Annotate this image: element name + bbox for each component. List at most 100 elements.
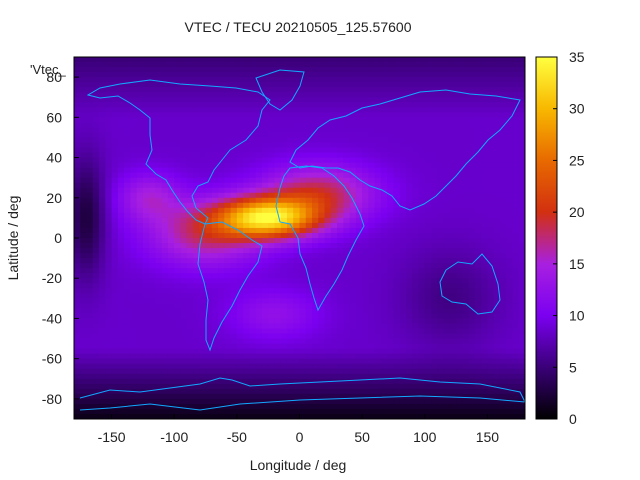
heatmap-cell bbox=[349, 222, 357, 229]
heatmap-cell bbox=[105, 338, 113, 345]
heatmap-cell bbox=[268, 383, 276, 390]
heatmap-cell bbox=[205, 288, 213, 294]
heatmap-cell bbox=[286, 293, 294, 299]
heatmap-cell bbox=[312, 132, 319, 139]
heatmap-cell bbox=[174, 77, 182, 83]
heatmap-cell bbox=[180, 238, 188, 244]
heatmap-cell bbox=[130, 182, 138, 189]
heatmap-cell bbox=[80, 238, 88, 244]
heatmap-cell bbox=[142, 57, 150, 63]
heatmap-cell bbox=[261, 77, 269, 83]
heatmap-cell bbox=[111, 182, 119, 189]
heatmap-cell bbox=[474, 403, 482, 410]
heatmap-cell bbox=[380, 132, 388, 139]
heatmap-cell bbox=[343, 102, 351, 108]
heatmap-cell bbox=[393, 293, 401, 299]
heatmap-cell bbox=[211, 328, 219, 335]
heatmap-cell bbox=[324, 127, 332, 134]
heatmap-cell bbox=[493, 202, 501, 209]
heatmap-cell bbox=[105, 258, 113, 264]
heatmap-cell bbox=[261, 293, 269, 299]
heatmap-cell bbox=[293, 97, 301, 103]
heatmap-cell bbox=[211, 243, 219, 249]
heatmap-cell bbox=[111, 263, 119, 269]
heatmap-cell bbox=[286, 273, 294, 279]
heatmap-cell bbox=[74, 253, 81, 259]
heatmap-cell bbox=[161, 348, 169, 355]
heatmap-cell bbox=[424, 413, 432, 419]
heatmap-cell bbox=[474, 388, 482, 395]
heatmap-cell bbox=[180, 127, 188, 134]
heatmap-cell bbox=[330, 57, 338, 63]
heatmap-cell bbox=[312, 348, 319, 355]
heatmap-cell bbox=[305, 263, 313, 269]
heatmap-cell bbox=[337, 222, 344, 229]
heatmap-cell bbox=[249, 253, 257, 259]
heatmap-cell bbox=[468, 62, 476, 68]
heatmap-cell bbox=[274, 82, 282, 88]
heatmap-cell bbox=[99, 217, 106, 224]
heatmap-cell bbox=[218, 162, 225, 169]
heatmap-cell bbox=[149, 333, 157, 340]
heatmap-cell bbox=[481, 217, 489, 224]
heatmap-cell bbox=[318, 323, 326, 330]
heatmap-cell bbox=[462, 353, 470, 360]
heatmap-cell bbox=[305, 182, 313, 189]
heatmap-cell bbox=[474, 303, 482, 309]
heatmap-cell bbox=[268, 127, 276, 134]
heatmap-cell bbox=[362, 197, 369, 204]
heatmap-cell bbox=[80, 383, 88, 390]
heatmap-cell bbox=[174, 132, 182, 139]
heatmap-cell bbox=[236, 207, 244, 214]
heatmap-cell bbox=[355, 87, 363, 93]
heatmap-cell bbox=[167, 298, 175, 304]
heatmap-cell bbox=[312, 62, 319, 68]
heatmap-cell bbox=[261, 398, 269, 405]
heatmap-cell bbox=[268, 107, 276, 113]
heatmap-cell bbox=[405, 187, 413, 194]
heatmap-cell bbox=[193, 137, 200, 144]
heatmap-cell bbox=[312, 172, 319, 179]
heatmap-cell bbox=[243, 253, 250, 259]
heatmap-cell bbox=[305, 207, 313, 214]
heatmap-cell bbox=[456, 137, 463, 144]
heatmap-cell bbox=[111, 363, 119, 370]
heatmap-cell bbox=[236, 283, 244, 289]
heatmap-cell bbox=[368, 288, 376, 294]
heatmap-cell bbox=[193, 238, 200, 244]
heatmap-cell bbox=[92, 222, 100, 229]
heatmap-cell bbox=[393, 182, 401, 189]
heatmap-cell bbox=[211, 413, 219, 419]
heatmap-cell bbox=[111, 92, 119, 98]
heatmap-cell bbox=[155, 147, 163, 154]
heatmap-cell bbox=[293, 82, 301, 88]
heatmap-cell bbox=[355, 212, 363, 219]
heatmap-cell bbox=[211, 323, 219, 330]
heatmap-cell bbox=[362, 217, 369, 224]
heatmap-cell bbox=[99, 122, 106, 128]
heatmap-cell bbox=[99, 167, 106, 174]
heatmap-cell bbox=[393, 147, 401, 154]
heatmap-cell bbox=[493, 207, 501, 214]
heatmap-cell bbox=[399, 132, 407, 139]
heatmap-cell bbox=[186, 137, 194, 144]
heatmap-cell bbox=[506, 92, 514, 98]
heatmap-cell bbox=[255, 293, 263, 299]
heatmap-cell bbox=[349, 217, 357, 224]
heatmap-cell bbox=[193, 142, 200, 149]
heatmap-cell bbox=[236, 187, 244, 194]
heatmap-cell bbox=[117, 172, 125, 179]
heatmap-cell bbox=[462, 408, 470, 415]
heatmap-cell bbox=[130, 288, 138, 294]
heatmap-cell bbox=[243, 263, 250, 269]
heatmap-cell bbox=[462, 177, 470, 184]
heatmap-cell bbox=[80, 157, 88, 164]
heatmap-cell bbox=[468, 72, 476, 78]
heatmap-cell bbox=[443, 258, 451, 264]
heatmap-cell bbox=[211, 82, 219, 88]
heatmap-cell bbox=[255, 127, 263, 134]
heatmap-cell bbox=[174, 298, 182, 304]
heatmap-cell bbox=[261, 167, 269, 174]
heatmap-cell bbox=[286, 343, 294, 350]
heatmap-cell bbox=[111, 278, 119, 284]
